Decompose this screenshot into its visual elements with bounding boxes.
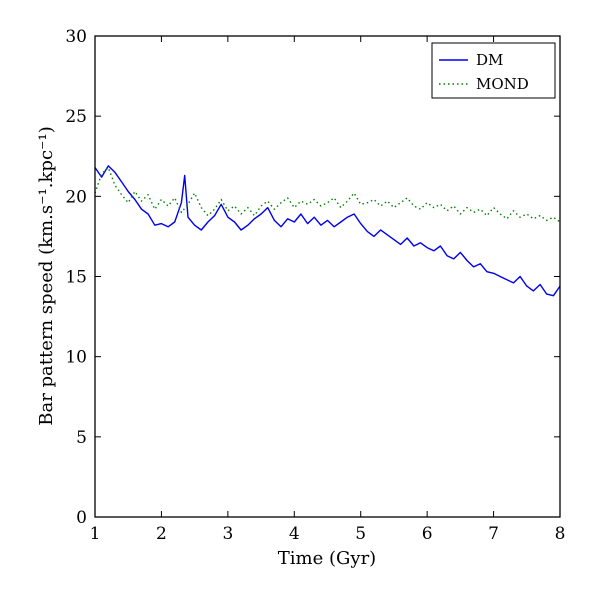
axis-ticks [94, 35, 561, 518]
legend: DM MOND [431, 42, 556, 99]
x-tick-label: 8 [555, 524, 566, 544]
legend-label-dm: DM [476, 51, 503, 69]
series-lines [94, 165, 561, 297]
x-tick-label: 5 [355, 524, 366, 544]
x-tick-label: 7 [488, 524, 499, 544]
y-axis-label: Bar pattern speed (km.s⁻¹.kpc⁻¹) [36, 126, 57, 426]
y-tick-label: 30 [65, 27, 87, 47]
y-tick-label: 5 [76, 428, 87, 448]
y-tick-label: 10 [65, 348, 87, 368]
series-line-dm [94, 165, 561, 297]
legend-box [431, 42, 556, 99]
series-line-mond [94, 166, 561, 223]
y-tick-label: 15 [65, 268, 87, 288]
x-tick-label: 4 [289, 524, 300, 544]
x-axis-label: Time (Gyr) [278, 548, 376, 569]
legend-label-mond: MOND [476, 75, 529, 93]
y-tick-label: 20 [65, 187, 87, 207]
x-tick-label: 1 [90, 524, 101, 544]
y-tick-label: 0 [76, 508, 87, 528]
x-tick-label: 6 [422, 524, 433, 544]
y-tick-label: 25 [65, 107, 87, 127]
x-tick-label: 3 [222, 524, 233, 544]
plot-frame [94, 35, 561, 518]
x-tick-label: 2 [156, 524, 167, 544]
axis-tick-labels: 1 2 3 4 5 6 7 8 0 5 10 15 20 25 30 [65, 27, 565, 544]
